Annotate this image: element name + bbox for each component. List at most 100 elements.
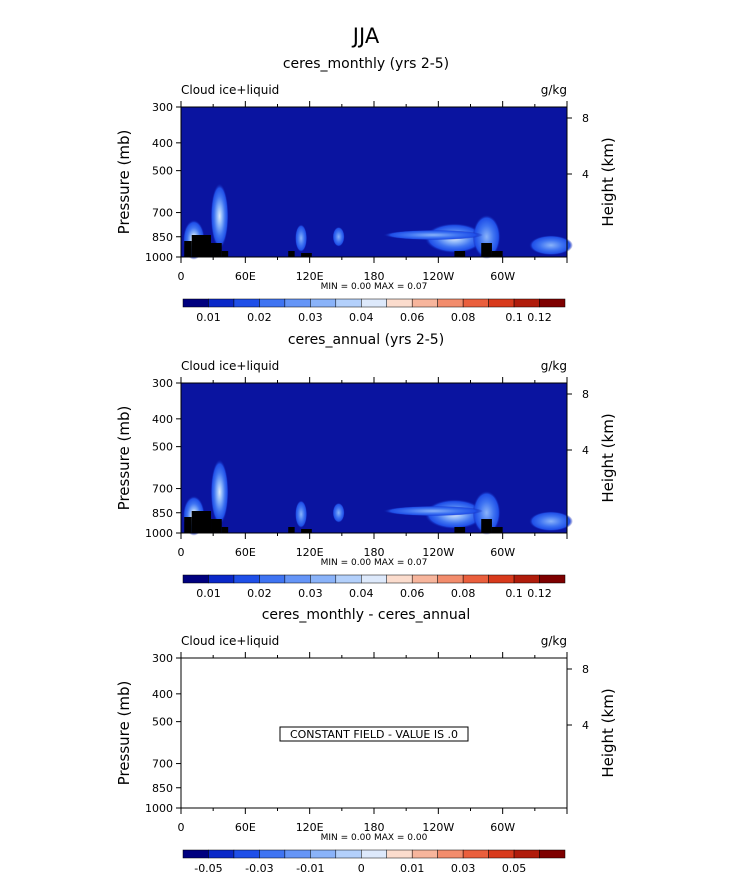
colorbar-swatch bbox=[411, 849, 438, 859]
colorbar-label: 0.01 bbox=[196, 311, 221, 324]
topography bbox=[288, 527, 295, 533]
colorbar-swatch bbox=[437, 298, 464, 308]
x-tick-label: 180 bbox=[364, 546, 385, 559]
cloud-feature bbox=[528, 235, 573, 256]
topography bbox=[491, 527, 503, 533]
topography bbox=[454, 251, 466, 257]
units-label: g/kg bbox=[541, 359, 567, 373]
colorbar-label: 0.1 bbox=[505, 587, 523, 600]
topography bbox=[301, 253, 312, 257]
y-tick-label: 400 bbox=[152, 688, 173, 701]
colorbar-label: 0.04 bbox=[349, 587, 374, 600]
y-tick-label: 850 bbox=[152, 507, 173, 520]
y2-tick-label: 4 bbox=[582, 719, 589, 732]
colorbar-swatch bbox=[310, 298, 337, 308]
colorbar-swatch bbox=[259, 849, 286, 859]
colorbar-label: 0.02 bbox=[247, 311, 272, 324]
topography bbox=[288, 251, 295, 257]
y2-axis-title: Height (km) bbox=[599, 413, 617, 502]
colorbar-label: 0.08 bbox=[451, 311, 476, 324]
x-tick-label: 180 bbox=[364, 270, 385, 283]
colorbar-swatch bbox=[513, 574, 540, 584]
field-label: Cloud ice+liquid bbox=[181, 634, 279, 648]
cloud-feature bbox=[382, 506, 483, 516]
panel-3: ceres_monthly - ceres_annual Cloud ice+li… bbox=[115, 607, 617, 872]
colorbar-label: 0.12 bbox=[527, 587, 552, 600]
panel-title: ceres_annual (yrs 2-5) bbox=[288, 332, 444, 348]
colorbar-swatch bbox=[310, 574, 337, 584]
y-tick-label: 300 bbox=[152, 101, 173, 114]
colorbar-label: 0.03 bbox=[451, 862, 476, 872]
x-tick-label: 120W bbox=[422, 270, 454, 283]
y2-axis-title: Height (km) bbox=[599, 137, 617, 226]
colorbar-swatch bbox=[462, 574, 489, 584]
y-tick-label: 1000 bbox=[145, 527, 173, 540]
colorbar-label: 0.06 bbox=[400, 311, 425, 324]
colorbar-swatch bbox=[335, 298, 362, 308]
min-max-stats: MIN = 0.00 MAX = 0.07 bbox=[321, 282, 428, 292]
y-tick-label: 1000 bbox=[145, 251, 173, 264]
colorbar-label: -0.01 bbox=[296, 862, 324, 872]
x-tick-label: 0 bbox=[178, 270, 185, 283]
colorbar-swatch bbox=[411, 574, 438, 584]
cloud-feature bbox=[472, 490, 501, 535]
colorbar-swatch bbox=[233, 849, 260, 859]
topography bbox=[184, 241, 192, 257]
x-tick-label: 60W bbox=[490, 821, 515, 834]
colorbar-label: 0.01 bbox=[400, 862, 425, 872]
field-label: Cloud ice+liquid bbox=[181, 83, 279, 97]
min-max-stats: MIN = 0.00 MAX = 0.00 bbox=[321, 833, 428, 843]
cloud-feature bbox=[295, 224, 308, 253]
topography bbox=[221, 251, 229, 257]
colorbar-swatch bbox=[310, 849, 337, 859]
y-tick-label: 700 bbox=[152, 207, 173, 220]
y2-tick-label: 4 bbox=[582, 168, 589, 181]
colorbar-swatch bbox=[462, 849, 489, 859]
colorbar-swatch bbox=[208, 574, 235, 584]
panel-1: ceres_monthly (yrs 2-5) Cloud ice+liquid g… bbox=[115, 56, 617, 324]
colorbar-swatch bbox=[361, 849, 387, 859]
colorbar-swatch bbox=[488, 298, 515, 308]
colorbar-swatch bbox=[513, 849, 540, 859]
colorbar-label: 0.12 bbox=[527, 311, 552, 324]
units-label: g/kg bbox=[541, 634, 567, 648]
x-tick-label: 120E bbox=[296, 270, 324, 283]
colorbar-swatch bbox=[437, 574, 464, 584]
colorbar-swatch bbox=[539, 849, 566, 859]
topography bbox=[191, 511, 212, 533]
colorbar-swatch bbox=[437, 849, 464, 859]
colorbar-label: 0 bbox=[358, 862, 365, 872]
y-tick-label: 300 bbox=[152, 652, 173, 665]
colorbar-label: 0.04 bbox=[349, 311, 374, 324]
y-tick-label: 400 bbox=[152, 137, 173, 150]
y2-tick-label: 8 bbox=[582, 112, 589, 125]
plot-area bbox=[181, 107, 567, 257]
cloud-feature bbox=[210, 183, 229, 250]
topography bbox=[481, 519, 492, 533]
panel-title: ceres_monthly (yrs 2-5) bbox=[283, 56, 449, 72]
y-axis-title: Pressure (mb) bbox=[115, 130, 133, 235]
colorbar-swatch bbox=[462, 298, 489, 308]
colorbar-swatch bbox=[233, 298, 260, 308]
field-label: Cloud ice+liquid bbox=[181, 359, 279, 373]
panel-title: ceres_monthly - ceres_annual bbox=[262, 607, 471, 623]
colorbar-swatch bbox=[259, 574, 286, 584]
topography bbox=[491, 251, 503, 257]
cloud-feature bbox=[210, 459, 229, 526]
y-axis-title: Pressure (mb) bbox=[115, 681, 133, 786]
colorbar-swatch bbox=[233, 574, 260, 584]
colorbar-label: -0.03 bbox=[245, 862, 273, 872]
units-label: g/kg bbox=[541, 83, 567, 97]
colorbar-swatch bbox=[361, 574, 387, 584]
y-tick-label: 300 bbox=[152, 377, 173, 390]
x-tick-label: 120W bbox=[422, 546, 454, 559]
y-axis-title: Pressure (mb) bbox=[115, 406, 133, 511]
y-tick-label: 700 bbox=[152, 483, 173, 496]
y2-tick-label: 8 bbox=[582, 388, 589, 401]
cloud-feature bbox=[472, 214, 501, 259]
y-tick-label: 500 bbox=[152, 716, 173, 729]
constant-field-box bbox=[279, 726, 469, 742]
y2-tick-label: 8 bbox=[582, 663, 589, 676]
colorbar-label: -0.05 bbox=[194, 862, 222, 872]
